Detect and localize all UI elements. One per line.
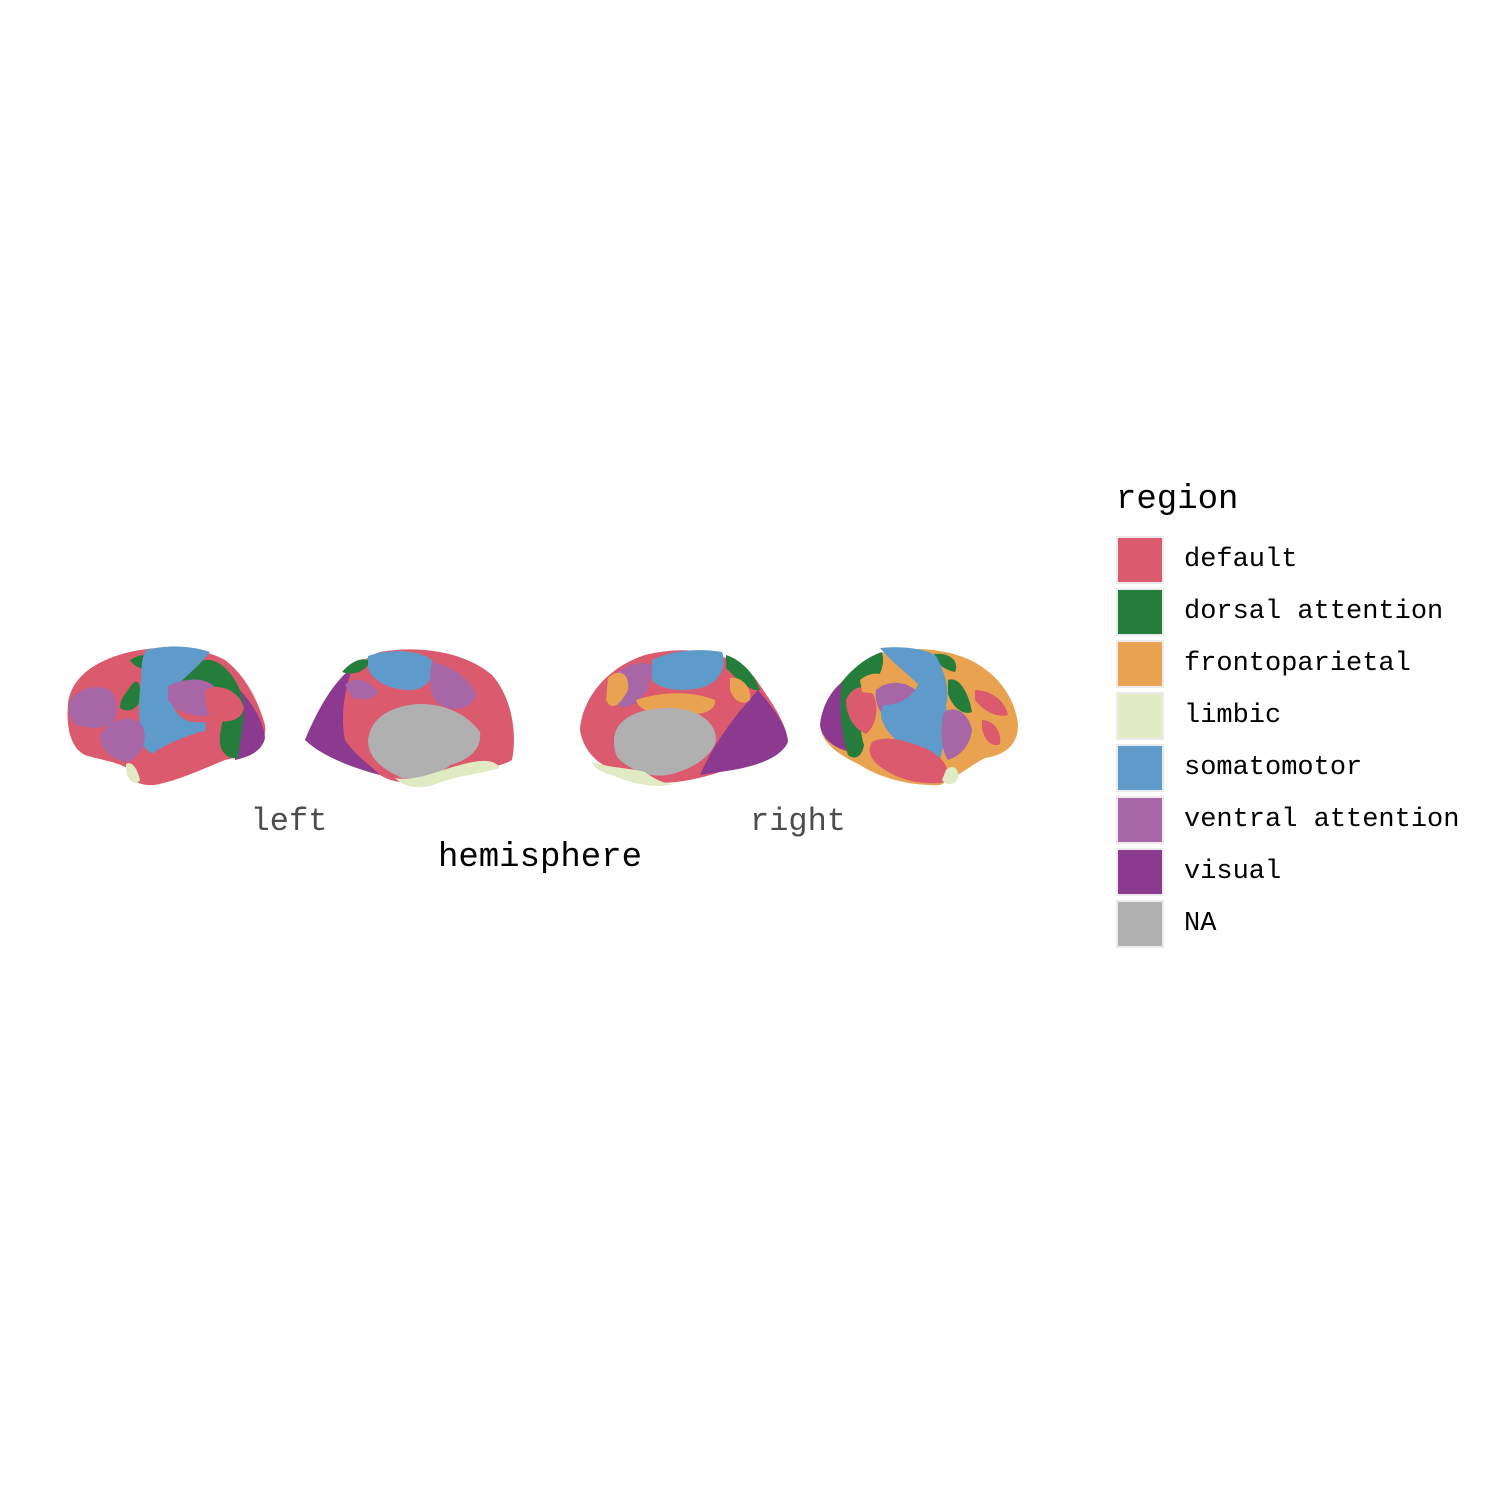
legend-item: dorsal attention xyxy=(1116,586,1506,638)
left-medial-NA xyxy=(368,704,481,779)
legend-swatch xyxy=(1116,900,1164,948)
left-medial-view xyxy=(305,649,514,788)
right-medial-frontoparietal-3 xyxy=(730,677,751,703)
legend-label: NA xyxy=(1184,909,1217,939)
left-lateral-ventral-attention xyxy=(168,679,218,717)
left-medial-ventral-attention xyxy=(430,662,476,709)
legend-label: visual xyxy=(1184,857,1282,887)
left-lateral-dorsal-attention-3 xyxy=(120,681,141,711)
legend-label: ventral attention xyxy=(1184,805,1460,835)
legend-item: frontoparietal xyxy=(1116,638,1506,690)
right-lateral-default-temporal xyxy=(869,738,948,784)
legend-title: region xyxy=(1116,481,1239,519)
left-lateral-ventral-attention-3 xyxy=(100,718,145,762)
right-medial-NA xyxy=(614,708,716,776)
legend-items: default dorsal attention frontoparietal lim… xyxy=(1116,534,1506,950)
right-lateral-ventral-attention-2 xyxy=(941,709,972,760)
right-lateral-default-frontal xyxy=(975,690,1008,716)
left-medial-somatomotor xyxy=(368,651,434,690)
right-lateral-somatomotor xyxy=(880,647,948,761)
left-medial-limbic xyxy=(395,760,500,788)
right-medial-visual xyxy=(700,690,788,775)
right-lateral-default-frontal-2 xyxy=(982,720,1001,746)
right-lateral-limbic xyxy=(942,767,959,785)
legend-label: somatomotor xyxy=(1184,753,1363,783)
legend-item: ventral attention xyxy=(1116,794,1506,846)
left-lateral-ventral-attention-2 xyxy=(68,687,117,728)
legend-swatch xyxy=(1116,692,1164,740)
x-tick-label-right: right xyxy=(750,803,846,840)
legend-swatch xyxy=(1116,640,1164,688)
legend-item: visual xyxy=(1116,846,1506,898)
right-medial-dorsal-attention xyxy=(726,655,760,691)
right-medial-view xyxy=(580,650,788,786)
right-medial-somatomotor xyxy=(652,650,724,690)
legend-swatch xyxy=(1116,536,1164,584)
left-lateral-default-parietal xyxy=(205,687,244,722)
legend-item: NA xyxy=(1116,898,1506,950)
legend: region default dorsal attention frontopari… xyxy=(1116,480,1506,950)
legend-label: dorsal attention xyxy=(1184,597,1444,627)
right-lateral-dorsal-attention-2 xyxy=(934,653,957,672)
right-lateral-default-parietal xyxy=(846,687,877,734)
legend-label: frontoparietal xyxy=(1184,649,1411,679)
right-medial-frontoparietal xyxy=(606,672,629,707)
left-lateral-limbic xyxy=(126,763,140,783)
left-lateral-somatomotor xyxy=(139,646,210,756)
right-lateral-view xyxy=(820,647,1018,786)
legend-item: somatomotor xyxy=(1116,742,1506,794)
legend-swatch xyxy=(1116,744,1164,792)
left-medial-ventral-attention-2 xyxy=(345,679,378,700)
left-medial-dorsal-attention xyxy=(342,659,370,674)
legend-label: default xyxy=(1184,545,1298,575)
left-lateral-default-temporal xyxy=(139,731,217,784)
legend-swatch xyxy=(1116,588,1164,636)
x-tick-label-left: left xyxy=(251,803,328,840)
legend-swatch xyxy=(1116,796,1164,844)
legend-swatch xyxy=(1116,848,1164,896)
right-medial-limbic xyxy=(592,762,680,786)
left-medial-visual xyxy=(305,668,380,775)
right-lateral-dorsal-attention-3 xyxy=(948,679,972,713)
x-axis-title: hemisphere xyxy=(438,839,642,877)
legend-item: default xyxy=(1116,534,1506,586)
legend-label: limbic xyxy=(1184,701,1282,731)
left-lateral-view xyxy=(67,646,266,786)
legend-item: limbic xyxy=(1116,690,1506,742)
